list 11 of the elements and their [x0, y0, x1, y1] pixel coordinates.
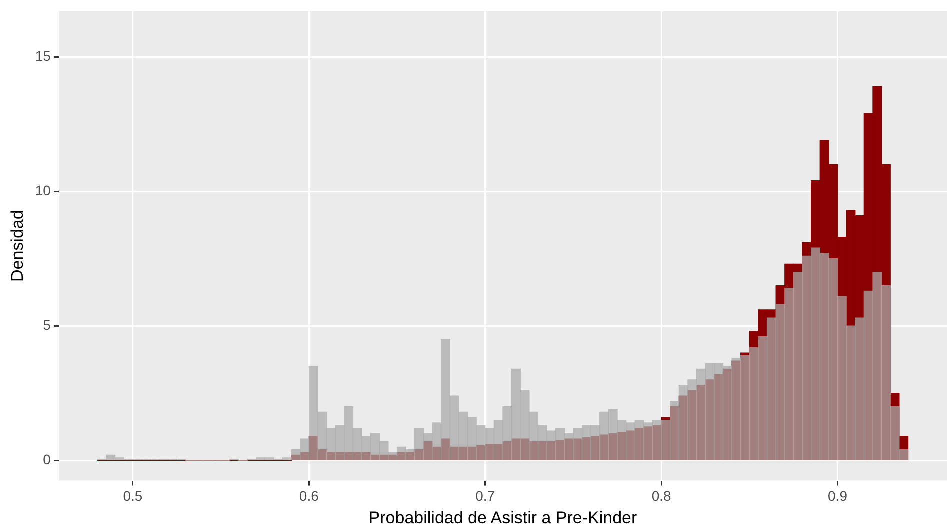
y-tick-label: 5 [43, 316, 52, 333]
x-tick-label: 0.5 [123, 488, 143, 504]
x-tick-label: 0.7 [476, 488, 496, 504]
x-tick-label: 0.9 [828, 488, 848, 504]
y-tick-label: 0 [43, 451, 52, 468]
y-tick-label: 10 [35, 182, 52, 198]
x-tick-label: 0.6 [299, 488, 320, 504]
x-axis-title: Probabilidad de Asistir a Pre-Kinder [368, 508, 638, 528]
x-tick-label: 0.8 [652, 488, 672, 504]
y-tick-label: 15 [35, 48, 52, 64]
y-axis-title: Densidad [8, 210, 27, 282]
